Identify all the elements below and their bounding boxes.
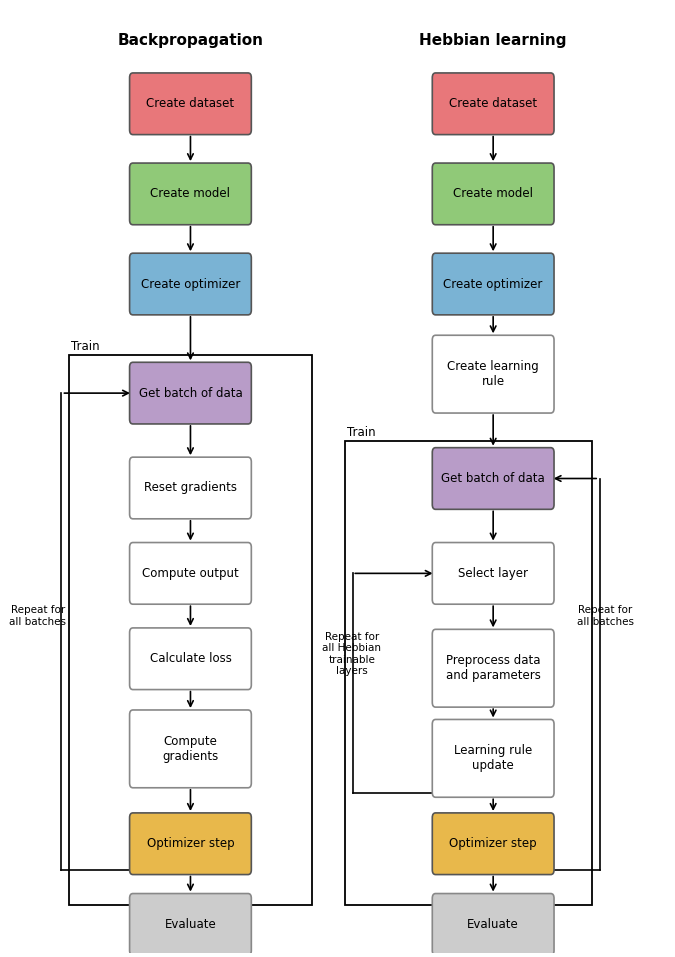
FancyBboxPatch shape	[130, 543, 251, 604]
Text: Reset gradients: Reset gradients	[144, 481, 237, 495]
Text: Learning rule
update: Learning rule update	[454, 745, 533, 772]
FancyBboxPatch shape	[130, 894, 251, 955]
Text: Compute
gradients: Compute gradients	[162, 735, 219, 763]
FancyBboxPatch shape	[432, 335, 554, 413]
Text: Select layer: Select layer	[458, 567, 528, 580]
Text: Compute output: Compute output	[142, 567, 239, 580]
Text: Create model: Create model	[453, 188, 533, 200]
FancyBboxPatch shape	[432, 254, 554, 315]
Text: Calculate loss: Calculate loss	[150, 653, 232, 665]
Text: Create learning
rule: Create learning rule	[448, 360, 539, 389]
Text: Create optimizer: Create optimizer	[141, 278, 240, 291]
FancyBboxPatch shape	[432, 448, 554, 509]
FancyBboxPatch shape	[432, 720, 554, 797]
FancyBboxPatch shape	[432, 894, 554, 955]
Text: Create dataset: Create dataset	[146, 98, 234, 110]
FancyBboxPatch shape	[130, 163, 251, 225]
Text: Repeat for
all batches: Repeat for all batches	[576, 605, 634, 627]
Text: Create model: Create model	[151, 188, 230, 200]
FancyBboxPatch shape	[432, 812, 554, 875]
Text: Optimizer step: Optimizer step	[450, 837, 537, 850]
Text: Create optimizer: Create optimizer	[443, 278, 543, 291]
Text: Create dataset: Create dataset	[449, 98, 537, 110]
Text: Hebbian learning: Hebbian learning	[419, 33, 567, 48]
FancyBboxPatch shape	[130, 812, 251, 875]
Bar	[345, 440, 592, 905]
FancyBboxPatch shape	[130, 628, 251, 690]
FancyBboxPatch shape	[432, 543, 554, 604]
FancyBboxPatch shape	[130, 73, 251, 135]
Text: Get batch of data: Get batch of data	[441, 472, 545, 485]
Text: Evaluate: Evaluate	[467, 918, 519, 931]
FancyBboxPatch shape	[130, 363, 251, 424]
Text: Evaluate: Evaluate	[165, 918, 216, 931]
Text: Repeat for
all batches: Repeat for all batches	[9, 605, 66, 627]
Text: Optimizer step: Optimizer step	[146, 837, 234, 850]
Text: Backpropagation: Backpropagation	[117, 33, 263, 48]
Text: Train: Train	[71, 341, 99, 353]
FancyBboxPatch shape	[432, 630, 554, 707]
Text: Preprocess data
and parameters: Preprocess data and parameters	[446, 655, 541, 682]
FancyBboxPatch shape	[130, 457, 251, 519]
FancyBboxPatch shape	[432, 163, 554, 225]
FancyBboxPatch shape	[432, 73, 554, 135]
Bar	[69, 355, 313, 905]
FancyBboxPatch shape	[130, 254, 251, 315]
FancyBboxPatch shape	[130, 710, 251, 788]
Text: Get batch of data: Get batch of data	[138, 387, 242, 400]
Text: Repeat for
all Hebbian
trainable
layers: Repeat for all Hebbian trainable layers	[322, 632, 381, 677]
Text: Train: Train	[347, 426, 376, 438]
